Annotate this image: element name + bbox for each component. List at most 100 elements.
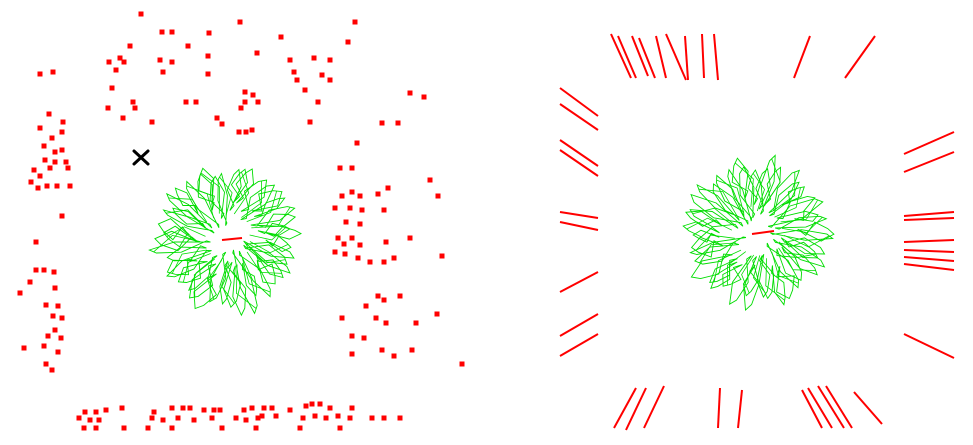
rosette-spoke <box>235 168 254 204</box>
red-point <box>309 401 315 407</box>
rosette-spoke <box>747 169 762 205</box>
rosette-inner-stroke <box>716 179 745 213</box>
red-point <box>31 167 37 173</box>
red-segment <box>701 33 705 79</box>
red-point <box>439 253 445 259</box>
red-point <box>332 205 338 211</box>
red-segment <box>559 333 599 357</box>
red-point <box>217 407 223 413</box>
rosette-spoke <box>797 221 835 242</box>
red-point <box>130 99 136 105</box>
rosette-spoke <box>240 179 268 212</box>
rosette-spoke <box>766 242 800 289</box>
red-point <box>375 191 381 197</box>
red-point <box>335 413 341 419</box>
red-point <box>435 193 441 199</box>
red-point <box>205 53 211 59</box>
red-segment <box>559 221 599 231</box>
rosette-inner-stroke <box>166 226 206 238</box>
red-point <box>180 405 186 411</box>
red-point <box>317 401 323 407</box>
red-point <box>120 115 126 121</box>
red-point <box>373 315 379 321</box>
red-point <box>242 89 248 95</box>
red-point <box>341 241 347 247</box>
red-point <box>407 235 413 241</box>
red-point <box>160 69 166 75</box>
rosette-spoke <box>709 258 738 283</box>
red-point <box>391 255 397 261</box>
red-segment <box>903 249 955 253</box>
red-point <box>337 165 343 171</box>
red-segment <box>903 151 955 173</box>
green-rosette-right <box>682 154 835 312</box>
rosette-spoke <box>256 259 276 285</box>
rosette-spoke <box>232 249 258 315</box>
red-point <box>312 413 318 419</box>
red-point <box>160 417 166 423</box>
rosette-spoke <box>232 265 247 317</box>
red-point <box>255 415 261 421</box>
red-segment <box>793 35 811 79</box>
red-point <box>169 29 175 35</box>
red-point <box>287 57 293 63</box>
red-point <box>319 72 325 78</box>
center-segment <box>221 237 243 241</box>
rosette-inner-stroke <box>246 190 277 222</box>
rosette-inner-stroke <box>249 241 289 254</box>
red-point <box>367 259 373 265</box>
rosette-inner-stroke <box>698 188 738 217</box>
red-point <box>385 185 391 191</box>
red-point <box>236 129 242 135</box>
red-point <box>201 407 207 413</box>
red-point <box>206 30 212 36</box>
red-point <box>51 269 57 275</box>
red-point <box>397 293 403 299</box>
red-point <box>67 183 73 189</box>
red-point <box>335 235 341 241</box>
red-point <box>43 361 49 367</box>
red-point <box>59 213 65 219</box>
red-point <box>250 92 256 98</box>
rosette-spoke <box>193 273 217 310</box>
red-segment <box>801 389 823 429</box>
red-segment <box>825 385 853 429</box>
rosette-spoke <box>188 255 218 291</box>
red-point <box>60 119 66 125</box>
red-segment <box>655 35 667 79</box>
red-point <box>109 85 115 91</box>
red-line-segments <box>559 33 955 431</box>
red-point <box>269 405 275 411</box>
red-point <box>409 347 415 353</box>
rosette-spoke <box>219 260 232 305</box>
red-point <box>151 409 157 415</box>
red-point <box>55 303 61 309</box>
rosette-spoke <box>172 207 207 229</box>
red-point <box>397 415 403 421</box>
red-segment <box>684 35 689 81</box>
red-point <box>41 143 47 149</box>
red-point <box>209 415 215 421</box>
rosette-inner-stroke <box>182 253 211 283</box>
rosette-spoke <box>217 172 228 226</box>
rosette-spoke <box>148 240 211 254</box>
red-segment <box>559 139 599 167</box>
red-point <box>241 407 247 413</box>
rosette-spoke <box>245 242 288 265</box>
rosette-spoke <box>197 173 215 211</box>
red-point <box>315 99 321 105</box>
red-point <box>93 409 99 415</box>
red-point <box>273 413 279 419</box>
red-point <box>149 415 155 421</box>
red-point <box>238 105 244 111</box>
red-segment <box>559 271 599 293</box>
red-point <box>50 313 56 319</box>
red-point <box>52 327 58 333</box>
red-point <box>41 343 47 349</box>
red-point <box>355 255 361 261</box>
red-point <box>357 242 363 248</box>
red-point <box>395 120 401 126</box>
red-point <box>342 251 348 257</box>
red-point <box>183 99 189 105</box>
red-point <box>119 405 125 411</box>
